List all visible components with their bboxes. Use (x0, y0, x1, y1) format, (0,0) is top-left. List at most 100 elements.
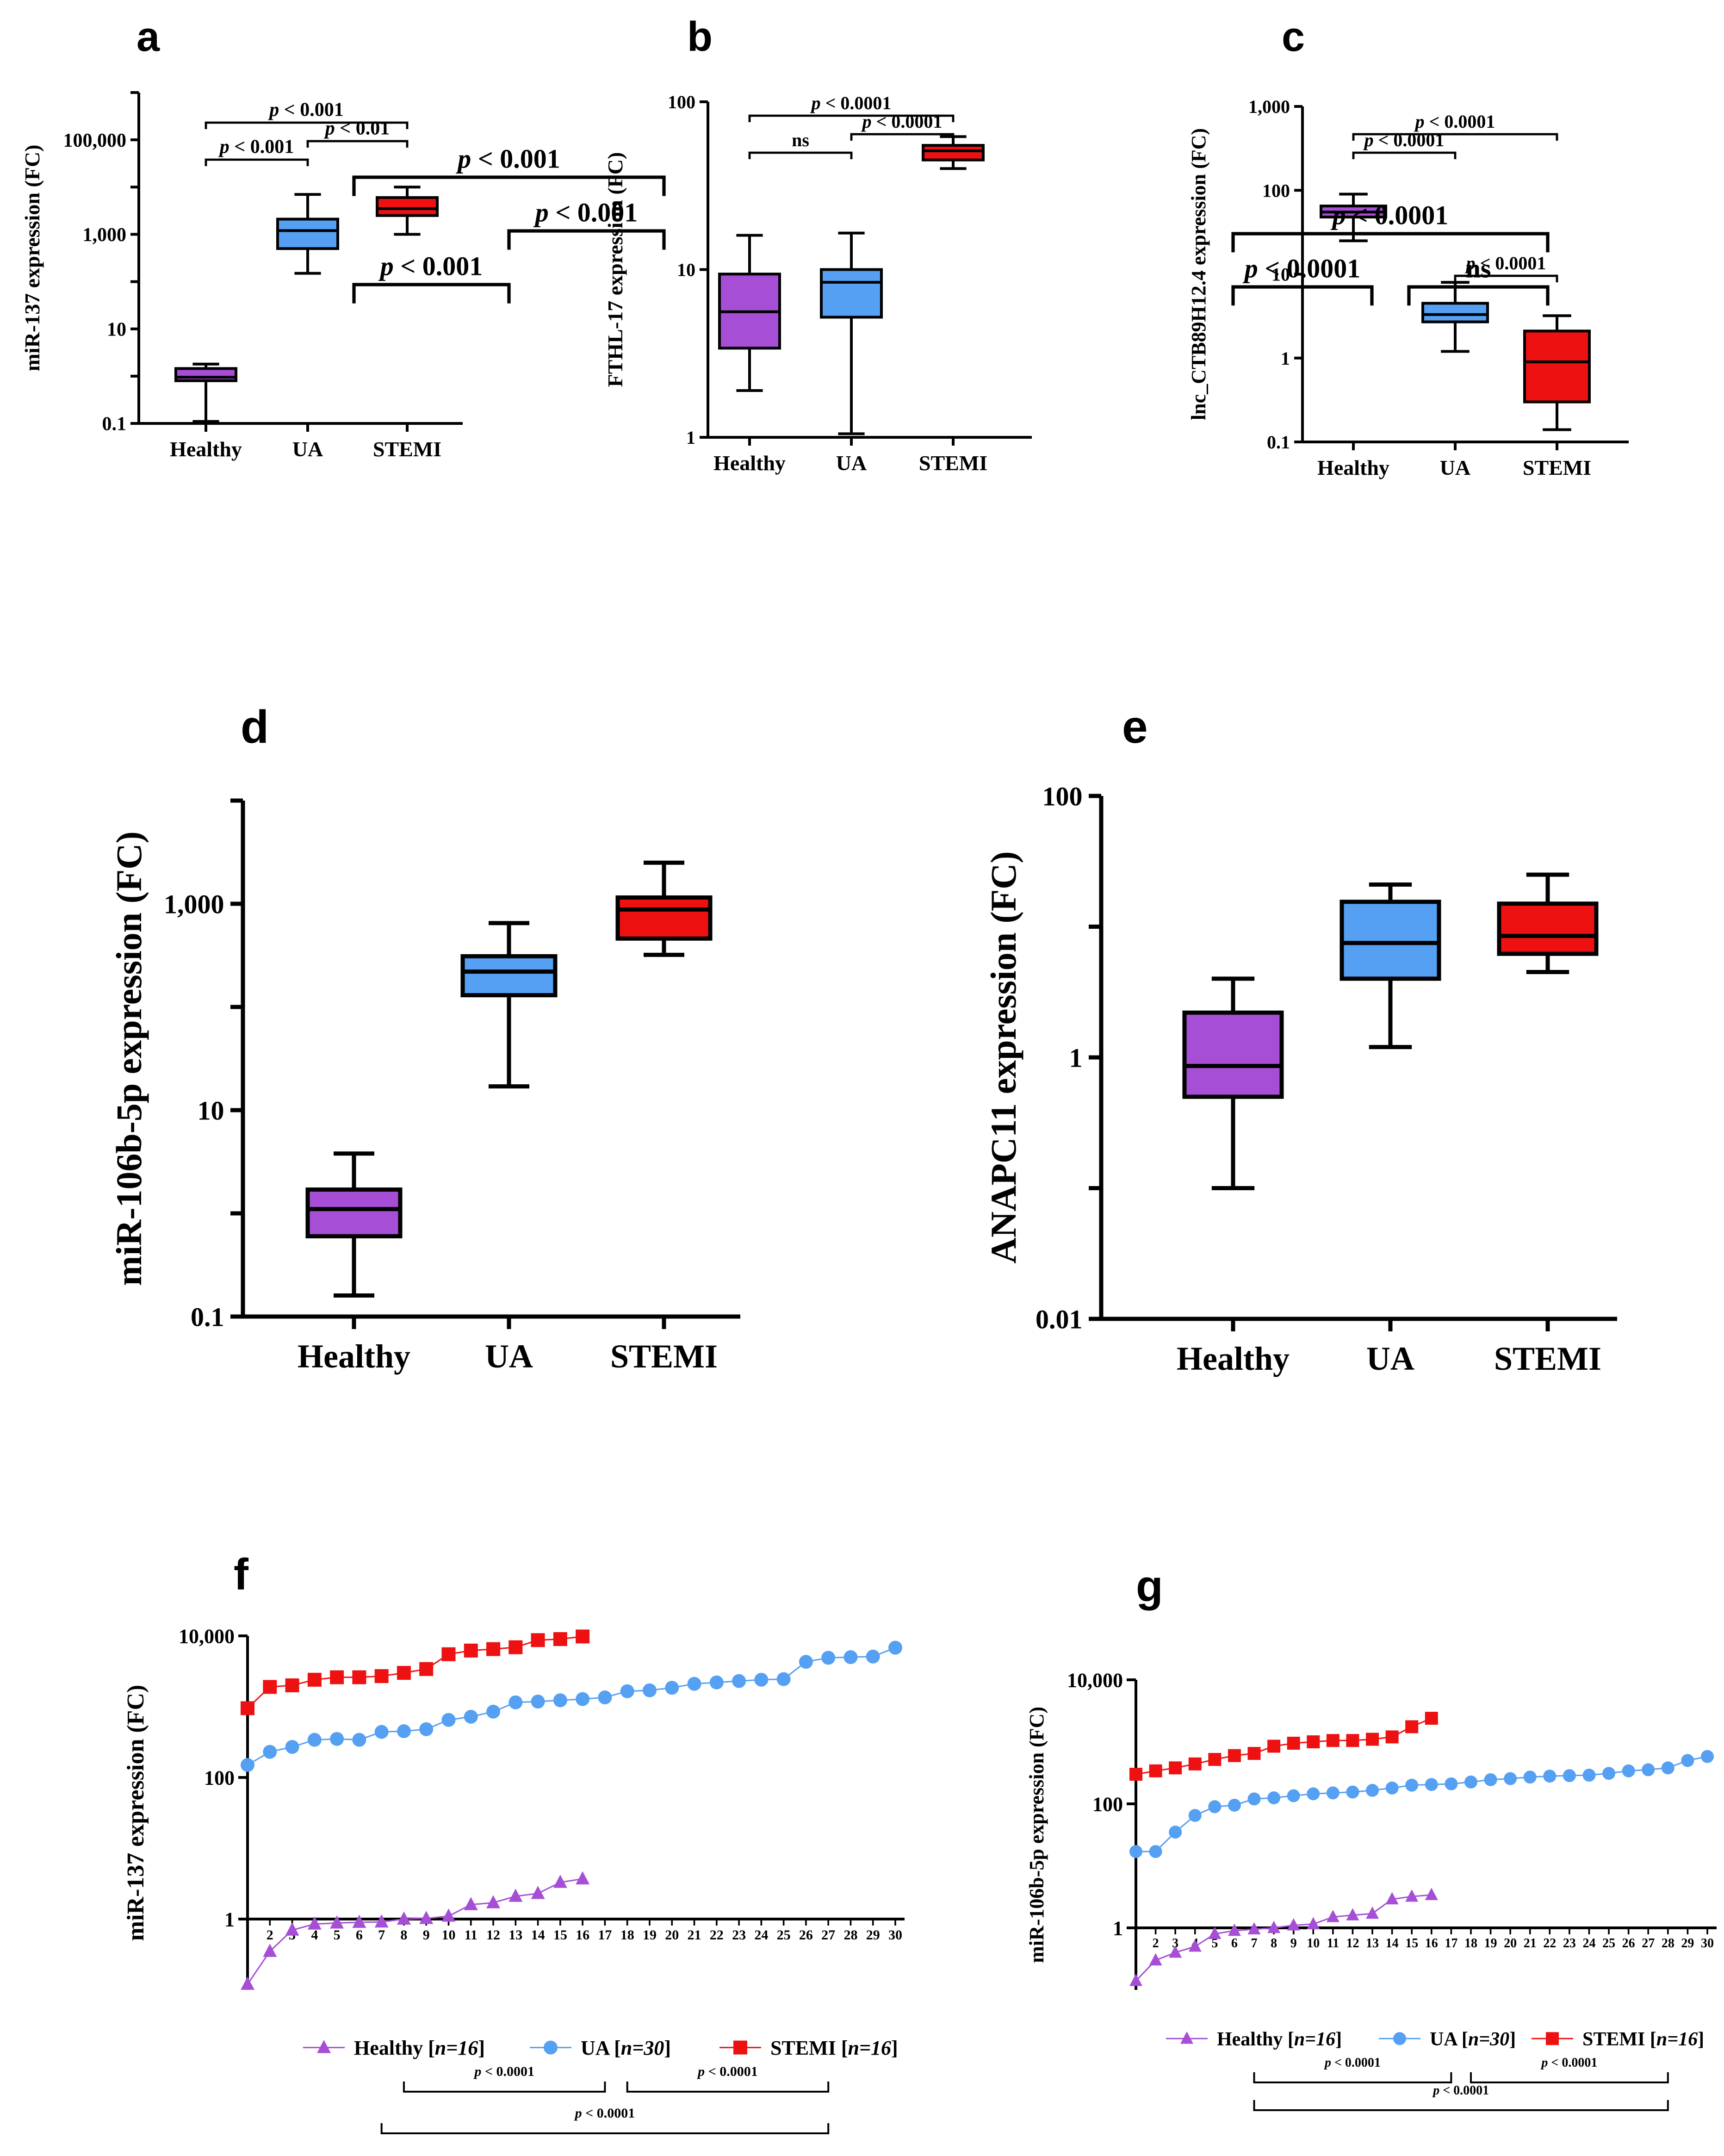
legend-label: UA [n=30] (1430, 2029, 1516, 2050)
x-tick-label: 15 (553, 1927, 567, 1943)
x-tick-label: 2 (1153, 1936, 1159, 1951)
data-point (531, 1633, 545, 1647)
data-point (553, 1693, 567, 1708)
significance-label: p < 0.0001 (1363, 130, 1445, 150)
y-tick-label: 10 (107, 319, 126, 340)
data-point (285, 1740, 299, 1754)
series-healthy (241, 1871, 590, 1990)
series-line (247, 1878, 583, 1985)
x-tick-label: 27 (821, 1927, 835, 1943)
data-point (241, 1701, 254, 1715)
x-tick-label: 15 (1405, 1936, 1418, 1951)
box-ua (276, 217, 339, 250)
data-point (419, 1722, 434, 1736)
data-point (1405, 1720, 1419, 1733)
data-point (509, 1640, 523, 1654)
data-point (1287, 1789, 1300, 1802)
x-tick-label: 24 (1582, 1936, 1595, 1951)
x-category-label: STEMI (1523, 456, 1591, 479)
data-point (1326, 1910, 1340, 1922)
significance-bracket (1231, 232, 1550, 253)
data-point (576, 1692, 590, 1706)
significance-bracket (205, 121, 409, 129)
significance-label: p < 0.0001 (1324, 2056, 1381, 2070)
series-line (1135, 1894, 1432, 1982)
legend-marker (733, 2040, 747, 2055)
x-category-label: Healthy (713, 451, 786, 475)
y-tick-label: 1 (686, 427, 695, 448)
x-tick-label: 23 (1563, 1936, 1576, 1951)
data-point (486, 1704, 501, 1719)
data-point (330, 1670, 344, 1684)
data-point (486, 1642, 501, 1656)
x-tick-label: 24 (754, 1927, 768, 1943)
y-axis-label: ANAPC11 expression (FC) (983, 851, 1023, 1263)
series-line (247, 1635, 583, 1709)
significance-bracket (626, 2081, 830, 2093)
data-point (464, 1897, 478, 1910)
significance-label: p < 0.0001 (1432, 2083, 1489, 2098)
x-tick-label: 4 (311, 1927, 318, 1943)
x-tick-label: 14 (531, 1927, 545, 1943)
data-point (531, 1886, 545, 1899)
x-tick-label: 16 (1425, 1936, 1438, 1951)
data-point (1425, 1888, 1438, 1900)
data-point (1504, 1772, 1517, 1785)
x-category-label: STEMI (373, 437, 441, 461)
significance-bracket (1231, 285, 1374, 306)
data-point (285, 1922, 299, 1936)
data-point (642, 1683, 657, 1697)
x-tick-label: 30 (888, 1927, 902, 1943)
significance-bracket (352, 175, 666, 196)
data-point (1188, 1757, 1202, 1771)
data-point (1287, 1736, 1300, 1750)
panel-letter: e (1122, 701, 1148, 753)
x-tick-label: 9 (1290, 1936, 1297, 1951)
data-point (352, 1670, 366, 1684)
y-tick-label: 10,000 (179, 1625, 235, 1647)
significance-bracket (380, 2123, 830, 2134)
data-point (1188, 1939, 1202, 1952)
x-tick-label: 26 (799, 1927, 813, 1943)
data-point (1346, 1785, 1359, 1799)
y-tick-label: 1 (1113, 1917, 1123, 1939)
panel-letter: g (1136, 1561, 1163, 1611)
data-point (1287, 1918, 1300, 1931)
x-tick-label: 8 (400, 1927, 407, 1943)
legend-label: STEMI [n=16] (1582, 2029, 1704, 2050)
data-point (1523, 1771, 1537, 1784)
data-point (419, 1662, 434, 1676)
data-point (1425, 1778, 1438, 1791)
data-point (1563, 1769, 1576, 1783)
x-tick-label: 8 (1271, 1936, 1277, 1951)
data-point (464, 1643, 478, 1658)
data-point (1661, 1761, 1674, 1775)
data-point (1543, 1770, 1557, 1783)
box-ua (460, 954, 558, 998)
x-tick-label: 10 (1307, 1936, 1320, 1951)
x-category-label: UA (1366, 1340, 1414, 1377)
y-tick-label: 1 (1281, 348, 1290, 369)
x-tick-label: 6 (356, 1927, 363, 1943)
data-point (1307, 1917, 1320, 1930)
significance-label: p < 0.0001 (810, 93, 892, 113)
significance-bracket (1253, 2072, 1452, 2083)
x-tick-label: 5 (334, 1927, 341, 1943)
series-ua (1129, 1750, 1714, 1858)
x-category-label: UA (292, 437, 323, 461)
legend-label: UA [n=30] (581, 2037, 671, 2059)
x-tick-label: 28 (843, 1927, 857, 1943)
significance-label: p < 0.001 (455, 144, 560, 174)
data-point (263, 1944, 277, 1957)
data-point (330, 1915, 344, 1929)
data-point (397, 1724, 411, 1739)
legend-marker (1393, 2032, 1406, 2045)
x-tick-label: 19 (1484, 1936, 1497, 1951)
data-point (1366, 1783, 1379, 1797)
box-stemi (376, 196, 439, 217)
data-point (241, 1758, 254, 1772)
significance-label: p < 0.0001 (1414, 111, 1495, 132)
